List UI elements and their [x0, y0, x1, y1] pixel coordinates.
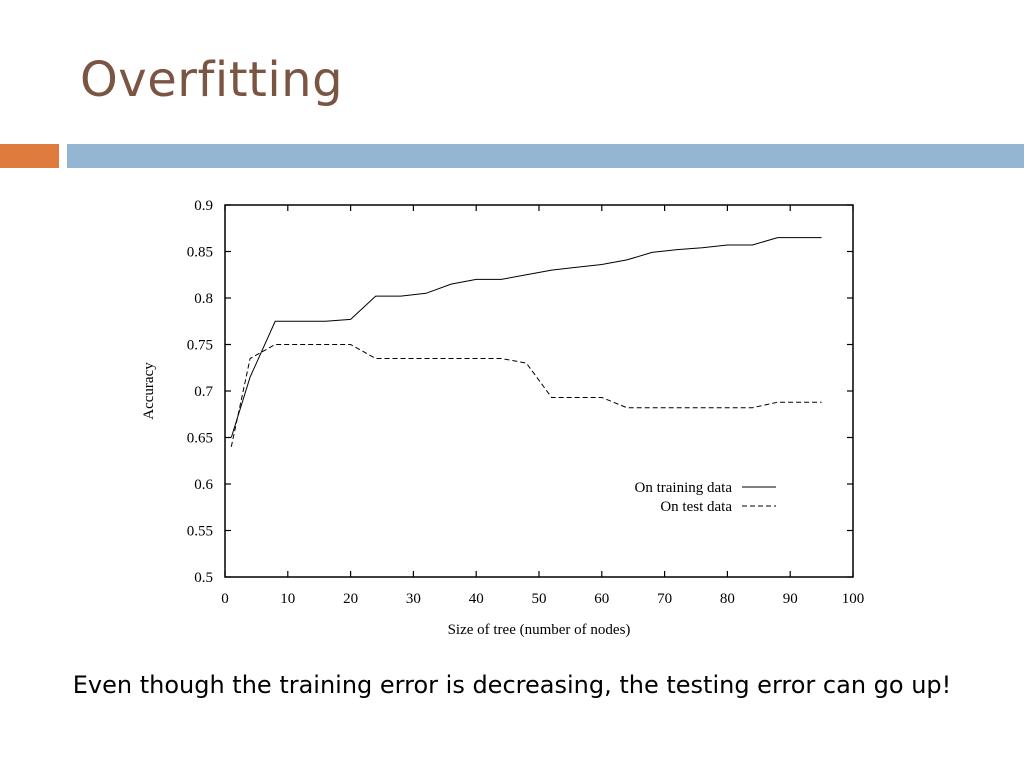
legend-label: On test data [660, 499, 732, 515]
x-tick-label: 30 [406, 591, 421, 607]
x-tick-label: 40 [469, 591, 484, 607]
y-tick-label: 0.75 [187, 338, 213, 354]
y-tick-label: 0.9 [194, 198, 213, 214]
accent-bar-orange [0, 144, 59, 168]
y-tick-label: 0.8 [194, 291, 213, 307]
y-tick-label: 0.7 [194, 384, 213, 400]
y-tick-label: 0.6 [194, 477, 213, 493]
y-tick-label: 0.55 [187, 524, 213, 540]
y-tick-label: 0.85 [187, 245, 213, 261]
y-tick-label: 0.5 [194, 570, 213, 586]
x-tick-label: 20 [343, 591, 358, 607]
x-tick-label: 100 [842, 591, 865, 607]
slide-caption: Even though the training error is decrea… [72, 671, 952, 699]
x-tick-label: 0 [221, 591, 229, 607]
test-accuracy-line [230, 344, 822, 447]
x-tick-label: 70 [657, 591, 672, 607]
accent-bar-blue [67, 144, 1024, 168]
x-tick-label: 10 [280, 591, 295, 607]
y-tick-label: 0.65 [187, 431, 213, 447]
x-tick-label: 60 [594, 591, 609, 607]
x-axis-label: Size of tree (number of nodes) [448, 622, 631, 638]
plot-frame [224, 204, 854, 578]
slide-title: Overfitting [80, 52, 344, 108]
legend-label: On training data [635, 480, 733, 496]
x-tick-label: 50 [532, 591, 547, 607]
training-accuracy-line [230, 237, 822, 438]
x-tick-label: 90 [783, 591, 798, 607]
x-tick-label: 80 [720, 591, 735, 607]
y-axis-label: Accuracy [141, 362, 157, 420]
